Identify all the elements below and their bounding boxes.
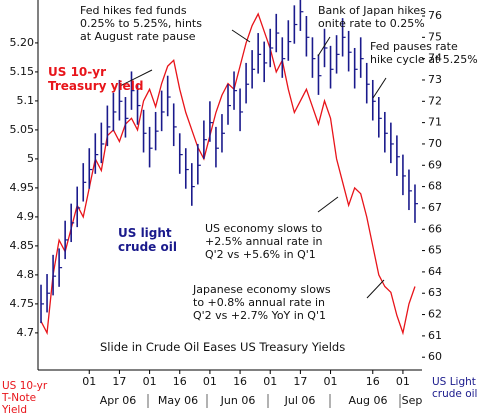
month-label: Jul 06 (284, 394, 316, 407)
y-tick-label: 5.15 (10, 65, 35, 78)
y2-tick-label: 61 (428, 329, 442, 342)
x-tick-label: 01 (324, 375, 338, 388)
y2-tick-label: 73 (428, 73, 442, 86)
month-label: May 06 (158, 394, 198, 407)
y2-tick-label: 71 (428, 116, 442, 129)
y2-tick-label: 72 (428, 94, 442, 107)
chart-title: Slide in Crude Oil Eases US Treasury Yie… (100, 340, 346, 354)
x-tick-label: 01 (203, 375, 217, 388)
y-tick-label: 4.75 (10, 297, 35, 310)
series-label: US light crude oil (118, 226, 177, 254)
annotation: Bank of Japan hikes onite rate to 0.25% (318, 4, 426, 30)
annotation-arrow (372, 77, 387, 99)
y-tick-label: 5.05 (10, 123, 35, 136)
y2-tick-label: 75 (428, 30, 442, 43)
y2-tick-label: 69 (428, 158, 442, 171)
y2-tick-label: 66 (428, 222, 442, 235)
x-tick-label: 16 (366, 375, 380, 388)
y-tick-label: 5.1 (17, 94, 35, 107)
y2-tick-label: 60 (428, 350, 442, 363)
yield-line (40, 12, 416, 336)
y2-tick-label: 63 (428, 286, 442, 299)
y2-tick-label: 64 (428, 265, 442, 278)
x-tick-label: 01 (263, 375, 277, 388)
month-label: Jun 06 (220, 394, 256, 407)
y2-tick-label: 68 (428, 180, 442, 193)
annotation-arrow (119, 69, 153, 87)
annotation: US economy slows to +2.5% annual rate in… (205, 222, 323, 261)
y2-tick-label: 74 (428, 52, 442, 65)
y-tick-label: 4.8 (17, 268, 35, 281)
annotation-arrow (231, 29, 251, 43)
x-tick-label: 01 (82, 375, 96, 388)
x-tick-label: 16 (173, 375, 187, 388)
series-label: US 10-yr Treasury yield (48, 65, 144, 93)
annotation-arrow (317, 196, 339, 213)
annotation-arrow (366, 279, 385, 299)
y2-tick-label: 65 (428, 244, 442, 257)
x-tick-label: 17 (112, 375, 126, 388)
y-tick-label: 4.95 (10, 181, 35, 194)
y-tick-label: 5.20 (10, 36, 35, 49)
y-axis-title: US 10-yr T-Note Yield (2, 380, 48, 415)
annotation-arrow (317, 36, 331, 57)
annotation: Fed pauses rate hike cycle at 5.25% (370, 40, 478, 66)
y-tick-label: 4.85 (10, 239, 35, 252)
y-tick-label: 4.9 (17, 210, 35, 223)
y2-tick-label: 62 (428, 308, 442, 321)
annotation: Japanese economy slows to +0.8% annual r… (193, 283, 331, 322)
y2-tick-label: 67 (428, 201, 442, 214)
y-tick-label: 4.7 (17, 326, 35, 339)
month-label: Sep (402, 394, 423, 407)
x-tick-label: 17 (293, 375, 307, 388)
y2-tick-label: 70 (428, 137, 442, 150)
x-tick-label: 16 (233, 375, 247, 388)
y-tick-label: 5 (27, 152, 34, 165)
y2-tick-label: 76 (428, 9, 442, 22)
month-label: Apr 06 (100, 394, 137, 407)
y2-axis-title: US Light crude oil (432, 376, 478, 400)
x-tick-label: 01 (143, 375, 157, 388)
month-label: Aug 06 (349, 394, 388, 407)
annotation: Fed hikes fed funds 0.25% to 5.25%, hint… (80, 4, 202, 43)
x-tick-label: 01 (396, 375, 410, 388)
